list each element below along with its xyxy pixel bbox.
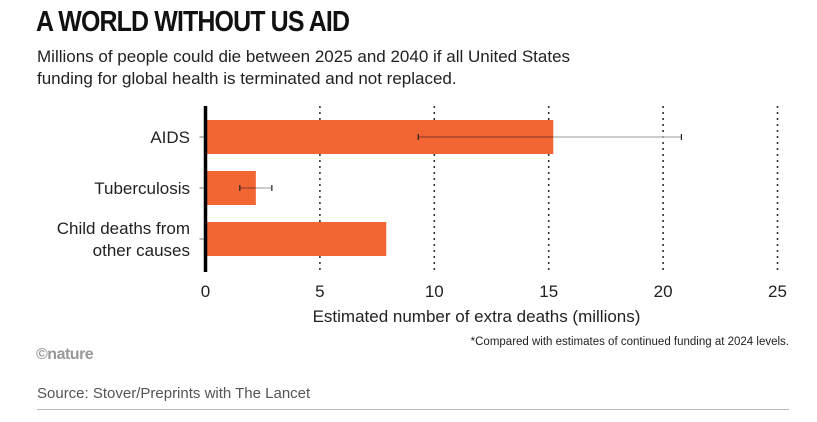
footnote: *Compared with estimates of continued fu… (470, 336, 789, 348)
x-tick-label: 10 (425, 282, 444, 301)
bar-child-deaths-from-other-causes (205, 222, 387, 256)
source-note: Source: Stover/Preprints with The Lancet (37, 385, 311, 402)
x-tick-label: 20 (654, 282, 673, 301)
x-tick-label: 15 (539, 282, 558, 301)
category-label: Child deaths from other causes (57, 219, 190, 260)
divider (37, 409, 789, 410)
chart-subtitle: Millions of people could die between 202… (37, 47, 571, 88)
category-label-line: Tuberculosis (94, 179, 190, 198)
chart-title: A WORLD WITHOUT US AID (36, 6, 350, 38)
category-label-line: other causes (93, 241, 190, 260)
category-label-line: Child deaths from (57, 219, 190, 238)
x-tick-label: 5 (315, 282, 324, 301)
category-label: Tuberculosis (94, 179, 190, 198)
nature-logo: ©nature (36, 346, 94, 363)
x-tick-label: 0 (201, 282, 210, 301)
category-label: AIDS (150, 128, 190, 147)
x-axis-label: Estimated number of extra deaths (millio… (313, 307, 641, 326)
category-label-line: AIDS (150, 128, 190, 147)
x-tick-label: 25 (768, 282, 787, 301)
